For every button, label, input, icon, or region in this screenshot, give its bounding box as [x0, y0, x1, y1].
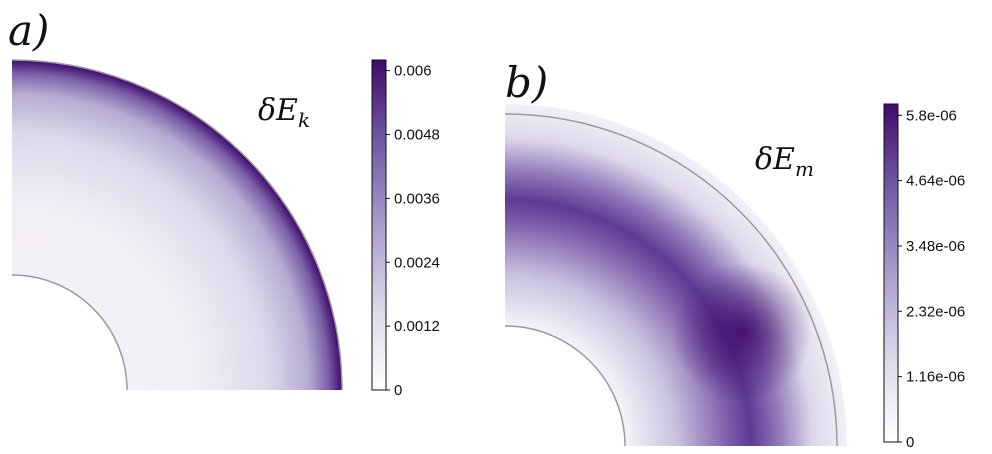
colorbar-tick-label: 3.48e-06 [906, 238, 965, 255]
panel-a-field-symbol: δE [258, 93, 298, 128]
panel-a-inner-boundary [11, 274, 128, 391]
colorbar-tick-label: 0.0012 [394, 318, 440, 335]
colorbar-tick-label: 0 [906, 434, 914, 451]
panel-a-field-label: δEk [258, 93, 311, 132]
panel-b-outer-boundary [504, 113, 838, 447]
panel-b-field-symbol: δE [755, 142, 795, 177]
colorbar-tick-label: 0.006 [394, 63, 432, 80]
panel-b-colorbar: 0 1.16e-06 2.32e-06 3.48e-06 4.64e-06 5.8e-06 [883, 103, 965, 451]
colorbar-tick-label: 2.32e-06 [906, 303, 965, 320]
panel-b-inner-boundary [504, 325, 626, 447]
colorbar-tick-label: 0 [394, 382, 402, 399]
panel-b-core-blob [505, 104, 847, 446]
panel-b-label: b) [505, 58, 549, 107]
panel-a-outer-boundary [11, 59, 343, 391]
panel-b-colorbar-ramp [883, 103, 899, 443]
panel-b-field-label: δEm [755, 142, 814, 181]
colorbar-tick-label: 5.8e-06 [906, 107, 957, 124]
colorbar-tick-label: 1.16e-06 [906, 369, 965, 386]
colorbar-tick-label: 0.0024 [394, 254, 440, 271]
colorbar-tick-label: 0.0048 [394, 127, 440, 144]
panel-b-colorbar-ticks: 0 1.16e-06 2.32e-06 3.48e-06 4.64e-06 5.8e-06 [898, 107, 965, 451]
colorbar-tick-label: 0.0036 [394, 190, 440, 207]
panel-a-shell [11, 59, 343, 391]
panel-b-field-subscript: m [794, 157, 814, 181]
colorbar-tick-label: 4.64e-06 [906, 173, 965, 190]
panel-a-colorbar-ramp [371, 59, 387, 391]
panel-a-field-subscript: k [297, 108, 311, 132]
panel-b-shell [504, 104, 847, 447]
panel-a-colorbar-ticks: 0 0.0012 0.0024 0.0036 0.0048 0.006 [386, 63, 440, 399]
panel-a-label: a) [8, 6, 50, 55]
panel-a-annulus-fill [12, 60, 342, 390]
panel-a-colorbar: 0 0.0012 0.0024 0.0036 0.0048 0.006 [371, 59, 440, 399]
